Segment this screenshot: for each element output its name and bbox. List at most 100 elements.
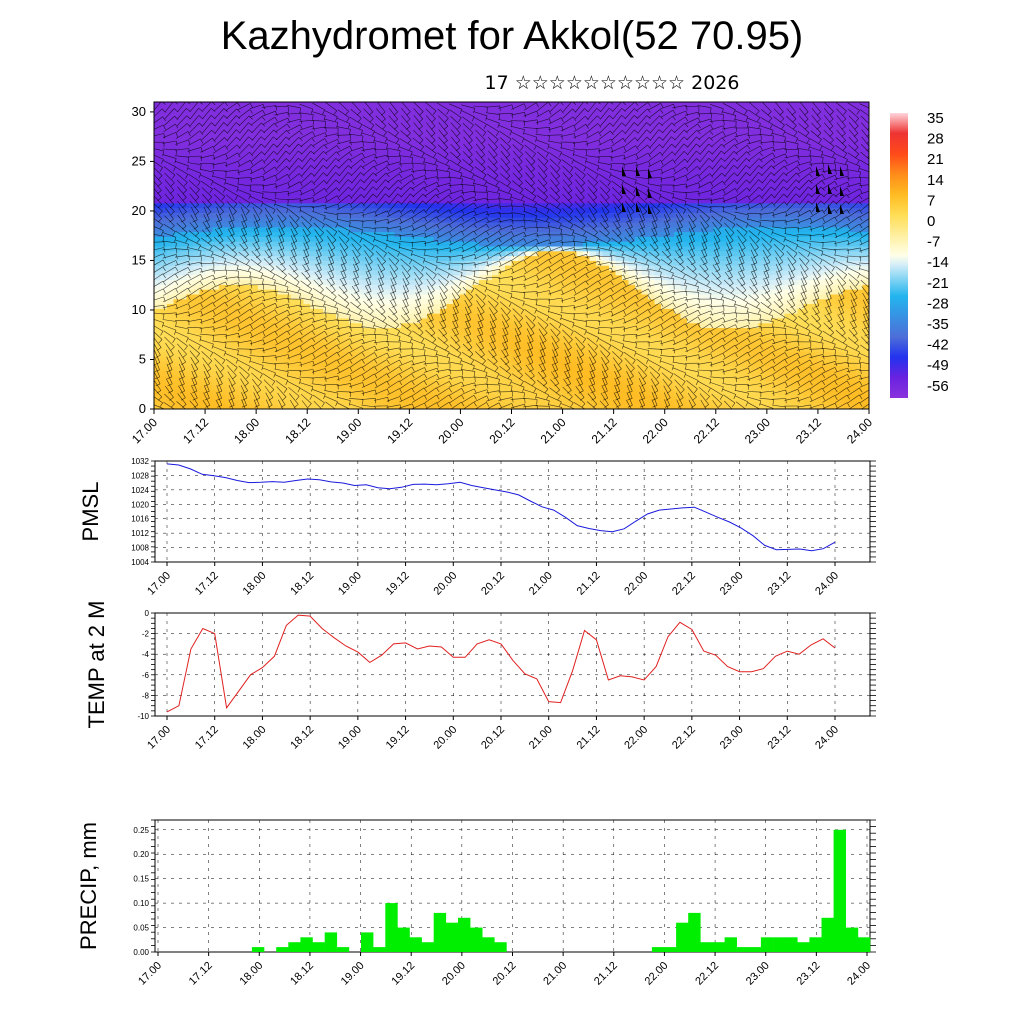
- heatmap-cell: [505, 231, 513, 237]
- heatmap-cell: [349, 231, 357, 237]
- heatmap-cell: [596, 380, 604, 386]
- heatmap-cell: [290, 284, 298, 290]
- heatmap-cell: [310, 111, 318, 117]
- heatmap-cell: [310, 212, 318, 218]
- heatmap-cell: [173, 370, 181, 377]
- heatmap-cell: [472, 245, 480, 252]
- heatmap-cell: [589, 375, 597, 381]
- heatmap-cell: [459, 188, 467, 194]
- heatmap-cell: [420, 217, 428, 223]
- heatmap-cell: [290, 169, 298, 175]
- heatmap-cell: [505, 250, 513, 257]
- heatmap-cell: [498, 212, 506, 218]
- heatmap-cell: [498, 202, 506, 209]
- heatmap-cell: [368, 327, 376, 333]
- heatmap-cell: [531, 399, 539, 405]
- heatmap-cell: [563, 226, 571, 233]
- heatmap-cell: [251, 375, 259, 381]
- heatmap-cell: [531, 260, 539, 266]
- heatmap-cell: [381, 106, 389, 113]
- heatmap-cell: [453, 236, 461, 242]
- heatmap-cell: [277, 365, 285, 372]
- heatmap-cell: [238, 308, 246, 314]
- heatmap-cell: [479, 313, 487, 319]
- heatmap-cell: [414, 303, 422, 309]
- heatmap-cell: [615, 241, 623, 247]
- heatmap-cell: [394, 303, 402, 309]
- heatmap-cell: [440, 231, 448, 237]
- heatmap-cell: [362, 169, 370, 175]
- heatmap-cell: [459, 149, 467, 156]
- heatmap-cell: [232, 140, 240, 146]
- heatmap-cell: [381, 188, 389, 194]
- heatmap-cell: [472, 317, 480, 324]
- heatmap-cell: [511, 394, 519, 401]
- heatmap-cell: [492, 241, 500, 247]
- heatmap-cell: [245, 135, 253, 141]
- heatmap-cell: [414, 317, 422, 324]
- heatmap-cell: [446, 173, 454, 180]
- heatmap-cell: [615, 298, 623, 305]
- heatmap-cell: [212, 183, 220, 189]
- heatmap-cell: [628, 241, 636, 247]
- heatmap-cell: [596, 245, 604, 252]
- heatmap-cell: [258, 226, 266, 233]
- heatmap-cell: [557, 154, 565, 161]
- heatmap-cell: [654, 265, 662, 271]
- heatmap-cell: [505, 313, 513, 319]
- heatmap-cell: [310, 164, 318, 170]
- heatmap-cell: [531, 183, 539, 189]
- heatmap-cell: [563, 269, 571, 276]
- heatmap-cell: [180, 361, 188, 367]
- heatmap-cell: [394, 140, 402, 146]
- heatmap-cell: [602, 121, 610, 127]
- heatmap-cell: [180, 274, 188, 281]
- heatmap-cell: [414, 106, 422, 113]
- heatmap-cell: [154, 327, 162, 333]
- heatmap-cell: [160, 265, 168, 271]
- heatmap-cell: [342, 217, 350, 223]
- heatmap-cell: [420, 274, 428, 281]
- heatmap-cell: [654, 154, 662, 161]
- heatmap-cell: [206, 173, 214, 180]
- heatmap-cell: [206, 313, 214, 319]
- heatmap-cell: [388, 221, 396, 228]
- heatmap-cell: [583, 154, 591, 161]
- heatmap-cell: [303, 145, 311, 151]
- heatmap-cell: [583, 289, 591, 295]
- heatmap-cell: [628, 245, 636, 252]
- heatmap-cell: [349, 332, 357, 338]
- heatmap-cell: [199, 370, 207, 377]
- heatmap-cell: [511, 140, 519, 146]
- heatmap-cell: [355, 308, 363, 314]
- heatmap-cell: [349, 121, 357, 127]
- heatmap-cell: [212, 404, 220, 409]
- heatmap-cell: [505, 178, 513, 185]
- heatmap-cell: [186, 173, 194, 180]
- heatmap-cell: [245, 279, 253, 285]
- heatmap-cell: [472, 193, 480, 199]
- heatmap-cell: [310, 260, 318, 266]
- heatmap-cell: [388, 121, 396, 127]
- heatmap-cell: [290, 217, 298, 223]
- heatmap-cell: [602, 154, 610, 161]
- heatmap-cell: [323, 125, 331, 132]
- heatmap-cell: [362, 202, 370, 209]
- heatmap-cell: [648, 226, 656, 233]
- heatmap-cell: [362, 221, 370, 228]
- heatmap-cell: [362, 102, 370, 108]
- heatmap-cell: [219, 351, 227, 357]
- heatmap-cell: [492, 399, 500, 405]
- heatmap-cell: [557, 303, 565, 309]
- heatmap-cell: [479, 250, 487, 257]
- heatmap-cell: [583, 351, 591, 357]
- heatmap-cell: [290, 106, 298, 113]
- heatmap-cell: [518, 106, 526, 113]
- heatmap-cell: [199, 394, 207, 401]
- heatmap-cell: [167, 130, 175, 137]
- heatmap-cell: [381, 385, 389, 391]
- heatmap-cell: [154, 365, 162, 372]
- heatmap-cell: [414, 370, 422, 377]
- heatmap-cell: [271, 346, 279, 353]
- heatmap-cell: [589, 351, 597, 357]
